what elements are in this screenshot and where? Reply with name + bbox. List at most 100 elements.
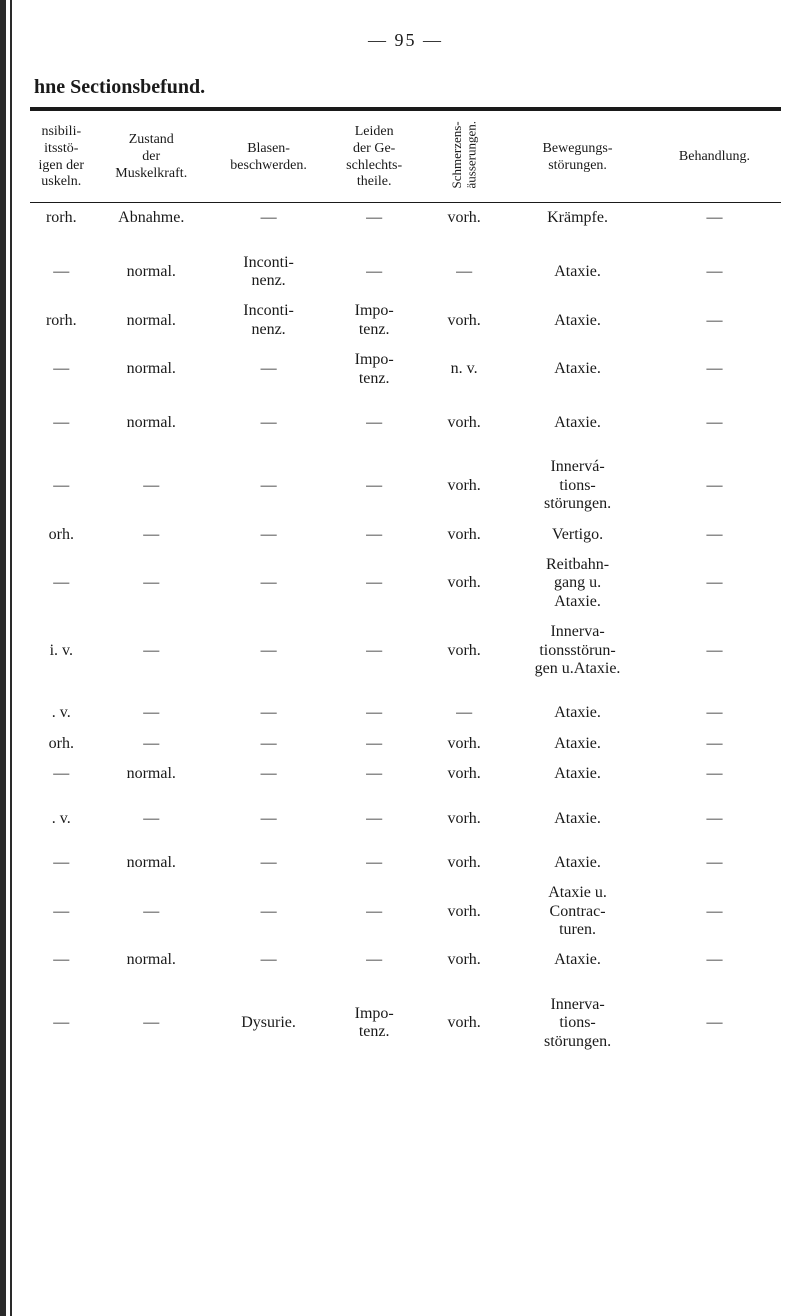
table-row: —normal.——vorh.Ataxie.— xyxy=(30,945,781,975)
cell-c5: vorh. xyxy=(421,550,507,617)
cell-c7: — xyxy=(648,759,781,789)
cell-c6: Innervá-tions-störungen. xyxy=(507,452,648,519)
cell-c4: — xyxy=(327,617,421,684)
cell-c4: — xyxy=(327,520,421,550)
table-row: . v.————Ataxie.— xyxy=(30,698,781,728)
table-row: ——Dysurie.Impo-tenz.vorh.Innerva-tions-s… xyxy=(30,990,781,1057)
cell-c6: Ataxie. xyxy=(507,848,648,878)
spacer-cell xyxy=(30,234,781,248)
header-col4: Leidender Ge-schlechts-theile. xyxy=(327,113,421,203)
cell-c7: — xyxy=(648,848,781,878)
cell-c6: Krämpfe. xyxy=(507,203,648,234)
header-col3: Blasen-beschwerden. xyxy=(210,113,327,203)
cell-c6: Ataxie. xyxy=(507,345,648,394)
cell-c4: — xyxy=(327,203,421,234)
cell-c7: — xyxy=(648,296,781,345)
cell-c3: — xyxy=(210,550,327,617)
cell-c5: — xyxy=(421,698,507,728)
cell-c5: vorh. xyxy=(421,617,507,684)
data-table: nsibili-itsstö-igen deruskeln. Zustandde… xyxy=(30,113,781,1057)
header-row: nsibili-itsstö-igen deruskeln. Zustandde… xyxy=(30,113,781,203)
cell-c6: Ataxie. xyxy=(507,408,648,438)
table-body: rorh.Abnahme.——vorh.Krämpfe.——normal.Inc… xyxy=(30,203,781,1057)
cell-c1: — xyxy=(30,848,93,878)
cell-c1: — xyxy=(30,945,93,975)
cell-c3: — xyxy=(210,617,327,684)
cell-c4: — xyxy=(327,729,421,759)
section-title: hne Sectionsbefund. xyxy=(34,76,781,99)
cell-c7: — xyxy=(648,345,781,394)
cell-c7: — xyxy=(648,698,781,728)
cell-c5: vorh. xyxy=(421,729,507,759)
cell-c1: — xyxy=(30,878,93,945)
cell-c4: — xyxy=(327,248,421,297)
cell-c2: normal. xyxy=(93,408,210,438)
table-row: rorh.normal.Inconti-nenz.Impo-tenz.vorh.… xyxy=(30,296,781,345)
cell-c1: — xyxy=(30,345,93,394)
cell-c5: vorh. xyxy=(421,520,507,550)
cell-c6: Ataxie. xyxy=(507,759,648,789)
cell-c7: — xyxy=(648,408,781,438)
cell-c6: Ataxie. xyxy=(507,248,648,297)
cell-c2: — xyxy=(93,617,210,684)
cell-c4: — xyxy=(327,408,421,438)
cell-c5: vorh. xyxy=(421,848,507,878)
cell-c5: vorh. xyxy=(421,759,507,789)
cell-c7: — xyxy=(648,452,781,519)
top-rule-heavy xyxy=(30,107,781,111)
table-row: i. v.———vorh.Innerva-tionsstörun-gen u.A… xyxy=(30,617,781,684)
cell-c4: — xyxy=(327,804,421,834)
cell-c2: — xyxy=(93,990,210,1057)
cell-c1: rorh. xyxy=(30,203,93,234)
table-row xyxy=(30,790,781,804)
cell-c3: Inconti-nenz. xyxy=(210,296,327,345)
cell-c4: — xyxy=(327,698,421,728)
header-col7: Behandlung. xyxy=(648,113,781,203)
table-row: ————vorh.Innervá-tions-störungen.— xyxy=(30,452,781,519)
cell-c3: Dysurie. xyxy=(210,990,327,1057)
table-row: —normal.Inconti-nenz.——Ataxie.— xyxy=(30,248,781,297)
cell-c3: — xyxy=(210,804,327,834)
cell-c6: Ataxie. xyxy=(507,296,648,345)
spacer-cell xyxy=(30,684,781,698)
table-row xyxy=(30,394,781,408)
cell-c1: orh. xyxy=(30,729,93,759)
table-row: rorh.Abnahme.——vorh.Krämpfe.— xyxy=(30,203,781,234)
cell-c2: — xyxy=(93,878,210,945)
cell-c2: normal. xyxy=(93,759,210,789)
cell-c4: Impo-tenz. xyxy=(327,345,421,394)
cell-c2: normal. xyxy=(93,345,210,394)
table-row xyxy=(30,834,781,848)
table-row: orh.———vorh.Vertigo.— xyxy=(30,520,781,550)
cell-c2: normal. xyxy=(93,945,210,975)
header-col2: ZustandderMuskelkraft. xyxy=(93,113,210,203)
cell-c5: — xyxy=(421,248,507,297)
spacer-cell xyxy=(30,790,781,804)
cell-c3: — xyxy=(210,452,327,519)
cell-c5: vorh. xyxy=(421,452,507,519)
cell-c7: — xyxy=(648,945,781,975)
cell-c3: Inconti-nenz. xyxy=(210,248,327,297)
table-row: —normal.——vorh.Ataxie.— xyxy=(30,408,781,438)
cell-c4: — xyxy=(327,878,421,945)
cell-c1: — xyxy=(30,248,93,297)
cell-c1: . v. xyxy=(30,804,93,834)
cell-c6: Vertigo. xyxy=(507,520,648,550)
cell-c4: — xyxy=(327,945,421,975)
cell-c3: — xyxy=(210,345,327,394)
cell-c3: — xyxy=(210,520,327,550)
table-row: —normal.——vorh.Ataxie.— xyxy=(30,848,781,878)
cell-c3: — xyxy=(210,408,327,438)
cell-c5: vorh. xyxy=(421,408,507,438)
cell-c6: Innerva-tionsstörun-gen u.Ataxie. xyxy=(507,617,648,684)
cell-c2: — xyxy=(93,550,210,617)
cell-c5: vorh. xyxy=(421,990,507,1057)
header-col5: Schmerzens-äusserungen. xyxy=(421,113,507,203)
cell-c7: — xyxy=(648,878,781,945)
cell-c5: vorh. xyxy=(421,203,507,234)
cell-c7: — xyxy=(648,729,781,759)
cell-c7: — xyxy=(648,550,781,617)
cell-c1: — xyxy=(30,990,93,1057)
table-row xyxy=(30,234,781,248)
table-row: ————vorh.Ataxie u.Contrac-turen.— xyxy=(30,878,781,945)
